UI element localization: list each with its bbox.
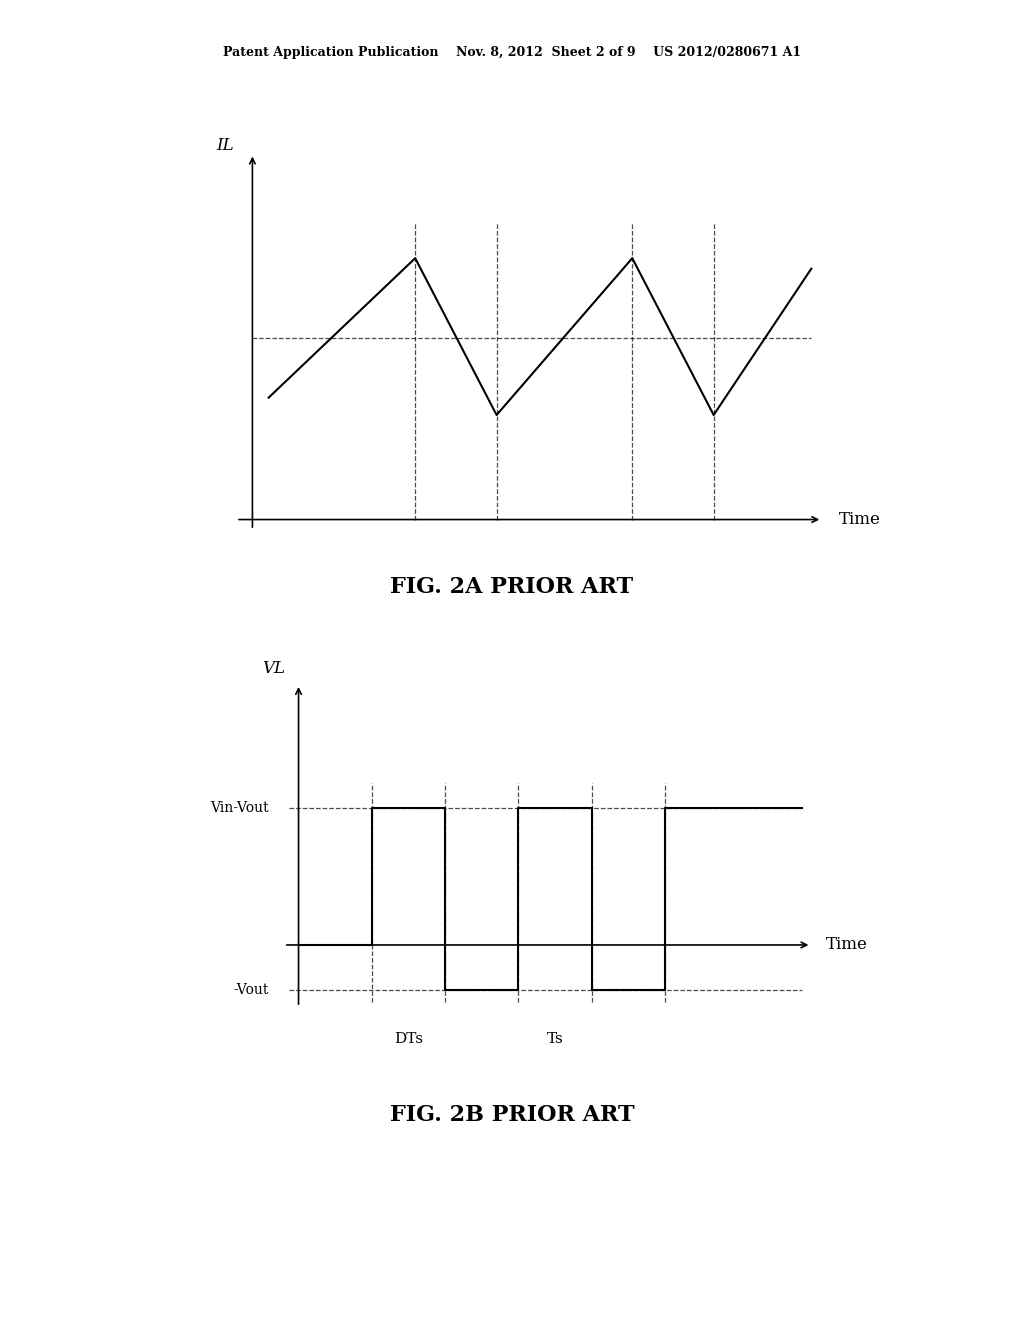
Text: FIG. 2A PRIOR ART: FIG. 2A PRIOR ART	[390, 577, 634, 598]
Text: Ts: Ts	[547, 1032, 563, 1045]
Text: VL: VL	[262, 660, 286, 677]
Text: FIG. 2B PRIOR ART: FIG. 2B PRIOR ART	[390, 1105, 634, 1126]
Text: Time: Time	[826, 936, 868, 953]
Text: IL: IL	[216, 137, 234, 153]
Text: Vin-Vout: Vin-Vout	[211, 801, 269, 816]
Text: Patent Application Publication    Nov. 8, 2012  Sheet 2 of 9    US 2012/0280671 : Patent Application Publication Nov. 8, 2…	[223, 46, 801, 59]
Text: DTs: DTs	[394, 1032, 423, 1045]
Text: Time: Time	[839, 511, 881, 528]
Text: -Vout: -Vout	[233, 982, 269, 997]
